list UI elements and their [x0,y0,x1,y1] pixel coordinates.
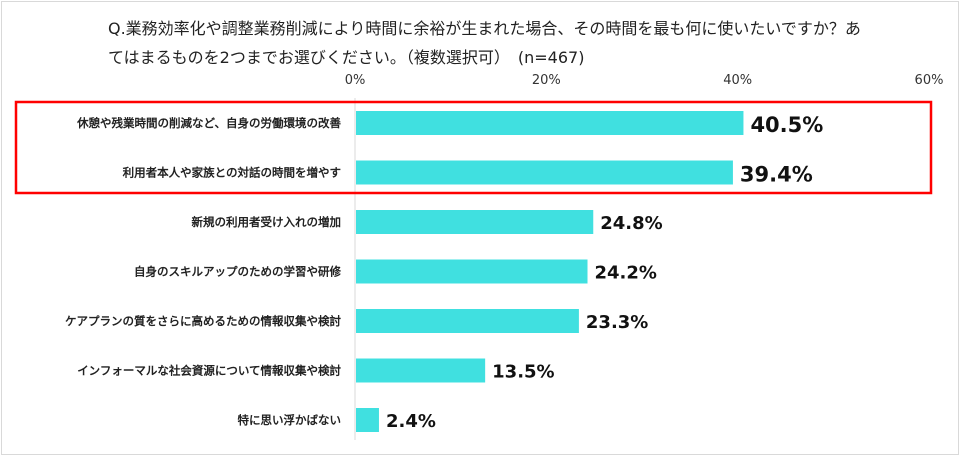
data-label: 40.5% [750,113,823,137]
category-label: 新規の利用者受け入れの増加 [192,215,342,229]
category-label: 特に思い浮かばない [238,413,342,427]
highlight-box [14,100,933,195]
category-label: 自身のスキルアップのための学習や研修 [134,265,341,279]
bar [356,358,486,383]
category-label: インフォーマルな社会資源について情報収集や検討 [77,364,341,378]
tick-label: 0% [345,73,366,88]
category-label: 休憩や残業時間の削減など、自身の労働環境の改善 [76,116,341,130]
data-label: 24.2% [595,263,657,284]
category-label: 利用者本人や家族との対話の時間を増やす [122,166,341,180]
bar [356,259,588,284]
tick-label: 40% [723,73,752,88]
bar [356,160,733,185]
tick-label: 20% [532,73,561,88]
tick-label: 60% [915,73,944,88]
data-label: 2.4% [386,411,436,432]
data-label: 13.5% [492,362,554,383]
bar [356,111,744,135]
category-label: ケアプランの質をさらに高めるための情報収集や検討 [65,314,341,328]
data-label: 24.8% [600,213,662,234]
bar [356,309,579,333]
chart-title: Q.業務効率化や調整業務削減により時間に余裕が生まれた場合、その時間を最も何に使… [108,19,861,67]
bar [356,408,379,432]
bar [356,210,594,234]
data-label: 23.3% [586,312,648,333]
data-label: 39.4% [740,163,813,187]
